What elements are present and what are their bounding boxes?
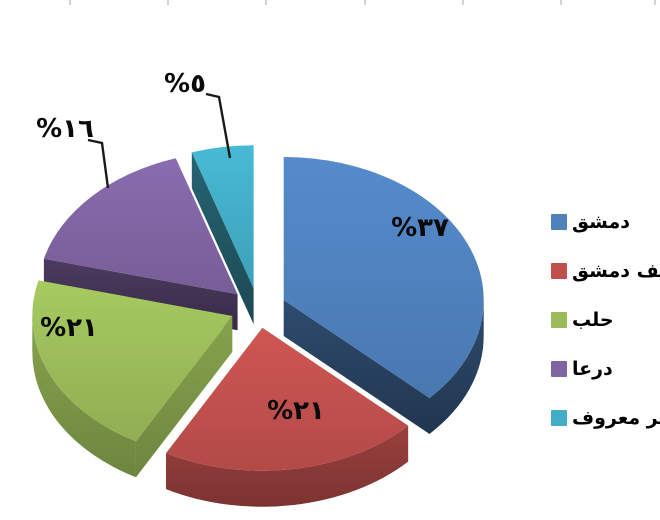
pie-slice-side-damascus xyxy=(283,300,430,434)
top-ruler-ticks xyxy=(0,0,660,6)
pie-label-aleppo: %٢١ xyxy=(40,313,98,343)
pie-slice-aleppo xyxy=(32,280,233,478)
legend-item-damascus: دمشق xyxy=(551,205,660,239)
legend-label-rif-dimashq: ريف دمشق xyxy=(572,259,660,282)
legend-item-daraa: درعا xyxy=(551,352,660,386)
pie-slice-top-daraa xyxy=(43,158,238,295)
legend-label-unknown: غير معروف xyxy=(572,406,660,429)
pie-slice-top-unknown xyxy=(191,145,254,289)
legend-label-daraa: درعا xyxy=(572,357,613,380)
top-tick xyxy=(654,0,656,5)
label-leader-line-unknown xyxy=(205,92,232,159)
top-tick xyxy=(364,0,366,5)
pie-slice-rim-rif-dimashq xyxy=(166,425,409,507)
pie-label-damascus: %٣٧ xyxy=(391,213,449,243)
legend-swatch-aleppo xyxy=(551,312,567,328)
pie-slice-rif-dimashq xyxy=(166,327,409,507)
legend-swatch-daraa xyxy=(551,361,567,377)
label-leader-line-daraa xyxy=(87,138,110,189)
legend-item-rif-dimashq: ريف دمشق xyxy=(551,254,660,288)
pie-label-unknown: %٥ xyxy=(164,69,206,99)
pie-slice-rim-damascus xyxy=(429,300,484,434)
top-tick xyxy=(265,0,267,5)
pie-slice-damascus xyxy=(283,157,484,434)
pie-slice-top-damascus xyxy=(283,157,484,398)
pie-label-rif-dimashq: %٢١ xyxy=(267,396,325,426)
pie-label-daraa: %١٦ xyxy=(36,114,94,144)
top-tick xyxy=(167,0,169,5)
chart-legend: دمشق ريف دمشق حلب درعا غير معروف xyxy=(551,205,660,435)
legend-swatch-damascus xyxy=(551,214,567,230)
pie-slice-unknown xyxy=(191,145,254,325)
legend-label-aleppo: حلب xyxy=(572,308,614,331)
pie-slice-side-aleppo xyxy=(135,315,233,478)
top-tick xyxy=(69,0,71,5)
pie-slice-rim-aleppo xyxy=(32,315,136,478)
top-tick xyxy=(462,0,464,5)
legend-item-unknown: غير معروف xyxy=(551,401,660,435)
legend-swatch-unknown xyxy=(551,410,567,426)
pie-slice-side-unknown xyxy=(191,152,254,325)
top-tick xyxy=(560,0,562,5)
legend-item-aleppo: حلب xyxy=(551,303,660,337)
pie-slice-top-rif-dimashq xyxy=(166,327,409,471)
pie-slice-top-aleppo xyxy=(32,280,233,442)
legend-swatch-rif-dimashq xyxy=(551,263,567,279)
legend-label-damascus: دمشق xyxy=(572,210,630,233)
